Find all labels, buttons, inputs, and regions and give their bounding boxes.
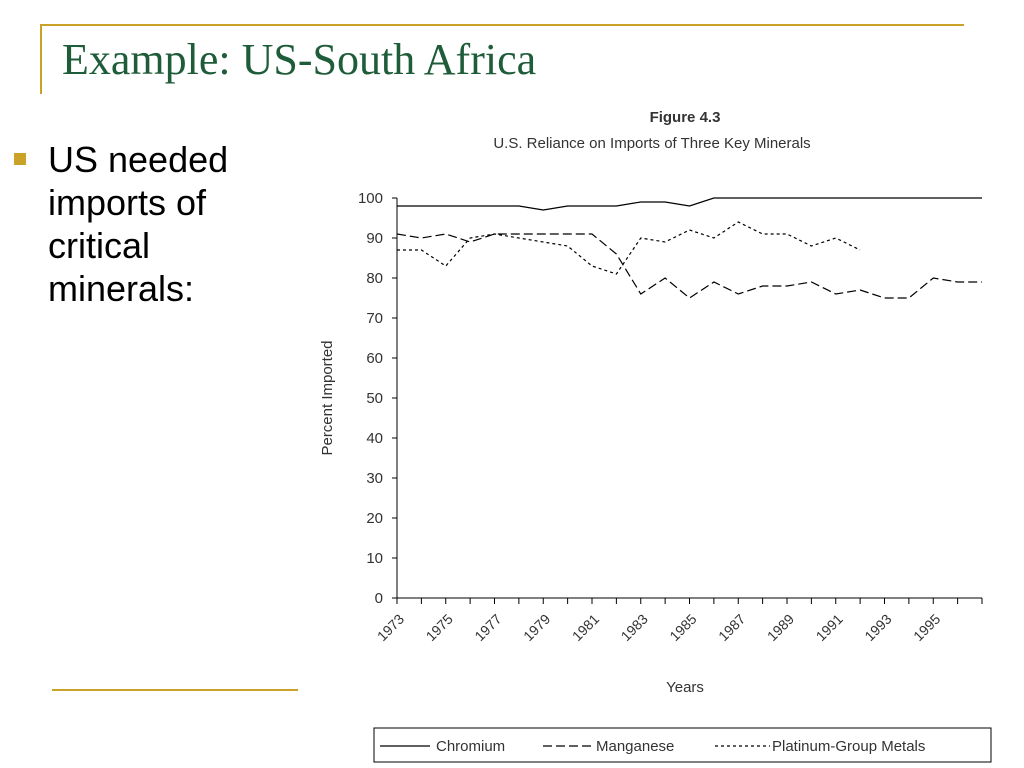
series-line-chromium [397,197,982,211]
y-tick-label: 90 [366,230,383,247]
x-tick-label: 1979 [520,611,553,644]
square-bullet-icon [14,153,26,165]
y-tick-label: 10 [366,550,383,567]
y-tick-label: 70 [366,310,383,327]
series-line-manganese [396,233,982,299]
import-reliance-chart: Figure 4.3 U.S. Reliance on Imports of Th… [319,109,992,763]
legend-label: Manganese [596,738,674,755]
x-tick-label: 1989 [764,611,797,644]
bottom-accent-rule [52,689,298,691]
y-tick-label: 30 [366,470,383,487]
x-tick-label: 1991 [813,611,846,644]
x-tick-label: 1995 [910,611,943,644]
y-tick-label: 0 [375,590,383,607]
x-tick-label: 1975 [423,611,456,644]
y-tick-label: 80 [366,270,383,287]
chart-title: Figure 4.3 [650,109,721,126]
title-frame-left-rule [40,24,42,94]
x-tick-label: 1973 [374,611,407,644]
y-axis-label: Percent Imported [319,340,336,455]
bullet-text: US needed imports of critical minerals: [48,139,229,309]
y-tick-label: 100 [358,190,383,207]
x-tick-label: 1981 [569,611,602,644]
x-axis-label: Years [666,679,704,696]
chart-subtitle: U.S. Reliance on Imports of Three Key Mi… [493,135,810,152]
x-tick-label: 1983 [618,611,651,644]
y-tick-label: 60 [366,350,383,367]
x-tick-label: 1987 [715,611,748,644]
x-tick-label: 1977 [471,611,504,644]
legend-label: Platinum-Group Metals [772,738,925,755]
x-tick-label: 1993 [861,611,894,644]
legend-label: Chromium [436,738,505,755]
y-tick-label: 20 [366,510,383,527]
title-frame-top-rule [40,24,964,26]
series-line-platinum-group-metals [397,221,861,275]
y-tick-label: 50 [366,390,383,407]
y-tick-label: 40 [366,430,383,447]
bullet-list: US needed imports of critical minerals: [14,138,294,310]
legend-box [373,727,992,763]
slide-title: Example: US-South Africa [62,35,537,84]
x-tick-label: 1985 [666,611,699,644]
bullet-item: US needed imports of critical minerals: [14,138,294,310]
